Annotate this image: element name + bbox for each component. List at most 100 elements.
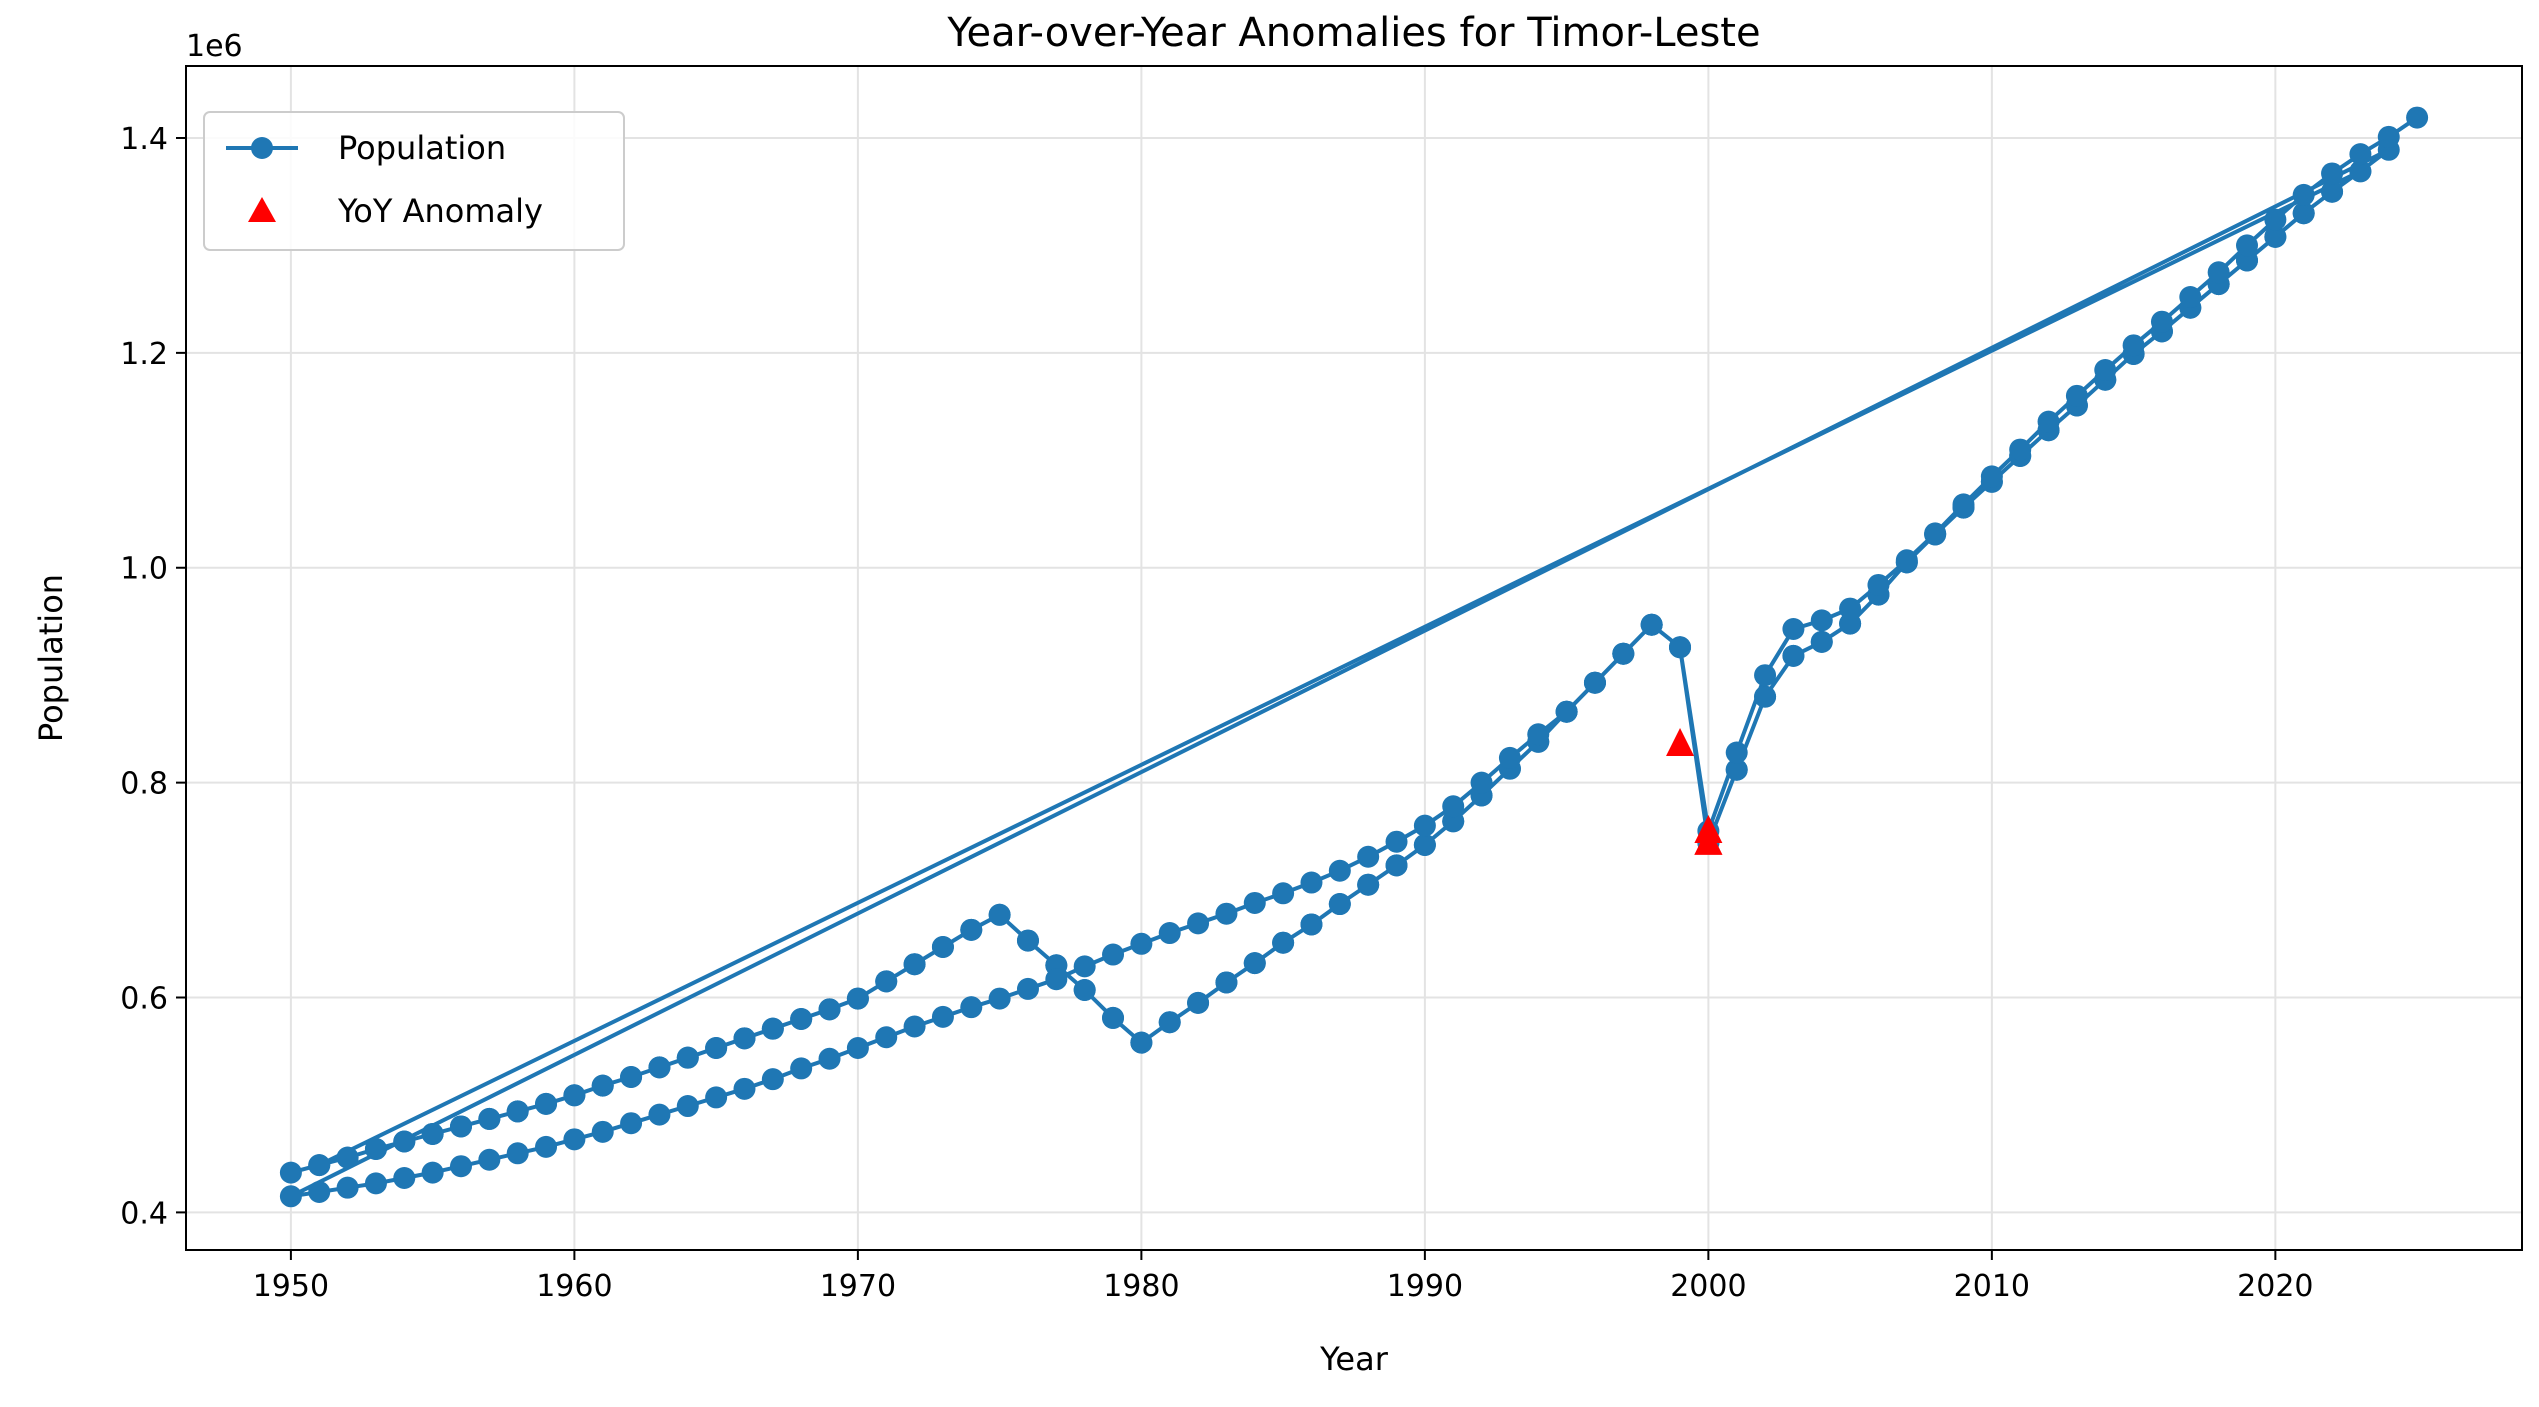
population-point bbox=[364, 1172, 387, 1195]
legend-anomaly-marker bbox=[248, 197, 276, 222]
x-tick-label: 1960 bbox=[536, 1269, 612, 1304]
population-point bbox=[1328, 859, 1351, 882]
population-point bbox=[1272, 931, 1295, 954]
x-tick-label: 1970 bbox=[820, 1269, 896, 1304]
population-point bbox=[2236, 234, 2259, 257]
population-point bbox=[2292, 202, 2315, 225]
x-tick-label: 1990 bbox=[1387, 1269, 1463, 1304]
population-point bbox=[1357, 873, 1380, 896]
population-point bbox=[931, 936, 954, 959]
population-point bbox=[2406, 106, 2429, 129]
population-point bbox=[648, 1103, 671, 1126]
population-point bbox=[2264, 208, 2287, 231]
population-point bbox=[846, 1037, 869, 1060]
population-point bbox=[421, 1122, 444, 1145]
population-point bbox=[449, 1115, 472, 1138]
population-point bbox=[648, 1056, 671, 1079]
population-point bbox=[620, 1066, 643, 1089]
population-point bbox=[705, 1037, 728, 1060]
y-offset-label: 1e6 bbox=[186, 29, 243, 64]
x-tick-label: 2010 bbox=[1954, 1269, 2030, 1304]
population-point bbox=[1243, 891, 1266, 914]
population-point bbox=[903, 953, 926, 976]
grid-lines bbox=[186, 66, 2522, 1250]
population-point bbox=[1782, 644, 1805, 667]
y-tick-label: 0.6 bbox=[120, 982, 168, 1017]
population-point bbox=[2150, 310, 2173, 333]
population-point bbox=[506, 1142, 529, 1165]
population-point bbox=[2122, 334, 2145, 357]
population-point bbox=[1243, 952, 1266, 975]
population-point bbox=[1867, 573, 1890, 596]
population-point bbox=[1640, 613, 1663, 636]
population-point bbox=[2094, 359, 2117, 382]
chart-title: Year-over-Year Anomalies for Timor-Leste bbox=[946, 10, 1760, 56]
population-point bbox=[2264, 225, 2287, 248]
population-point bbox=[478, 1107, 501, 1130]
population-point bbox=[620, 1112, 643, 1135]
population-point bbox=[1300, 871, 1323, 894]
population-point bbox=[2037, 410, 2060, 433]
population-series-markers bbox=[279, 106, 2429, 1208]
population-point bbox=[1158, 922, 1181, 945]
population-point bbox=[393, 1130, 416, 1153]
x-tick-label: 1980 bbox=[1103, 1269, 1179, 1304]
population-point bbox=[1782, 617, 1805, 640]
population-point bbox=[1895, 549, 1918, 572]
x-tick-label: 2000 bbox=[1670, 1269, 1746, 1304]
population-point bbox=[1073, 955, 1096, 978]
population-point bbox=[2349, 143, 2372, 166]
population-point bbox=[1158, 1011, 1181, 1034]
population-point bbox=[761, 1068, 784, 1091]
population-point bbox=[676, 1046, 699, 1069]
population-point bbox=[591, 1120, 614, 1143]
y-tick-label: 0.8 bbox=[120, 767, 168, 802]
population-point bbox=[336, 1176, 359, 1199]
population-point bbox=[733, 1027, 756, 1050]
population-point bbox=[818, 998, 841, 1021]
population-point bbox=[1442, 810, 1465, 833]
population-point bbox=[1215, 902, 1238, 925]
population-point bbox=[1810, 609, 1833, 632]
population-point bbox=[1187, 912, 1210, 935]
legend-population-label: Population bbox=[338, 129, 506, 167]
population-point bbox=[2065, 384, 2088, 407]
population-point bbox=[1102, 943, 1125, 966]
population-point bbox=[875, 970, 898, 993]
y-axis-label: Population bbox=[32, 574, 70, 742]
legend-population-marker bbox=[251, 137, 273, 159]
population-point bbox=[960, 918, 983, 941]
population-point bbox=[903, 1015, 926, 1038]
population-point bbox=[1385, 830, 1408, 853]
anomaly-markers bbox=[1666, 727, 1723, 855]
y-axis: 0.4 0.6 0.8 1.0 1.2 1.4 bbox=[120, 122, 186, 1231]
population-point bbox=[1073, 978, 1096, 1001]
population-point bbox=[449, 1155, 472, 1178]
population-point bbox=[1385, 854, 1408, 877]
population-point bbox=[2292, 183, 2315, 206]
population-point bbox=[1413, 814, 1436, 837]
x-axis-label: Year bbox=[1319, 1340, 1389, 1378]
population-point bbox=[535, 1092, 558, 1115]
y-tick-label: 1.2 bbox=[120, 337, 168, 372]
population-point bbox=[506, 1100, 529, 1123]
population-point bbox=[790, 1008, 813, 1031]
y-tick-label: 1.4 bbox=[120, 122, 168, 157]
population-point bbox=[1527, 723, 1550, 746]
population-point bbox=[1810, 630, 1833, 653]
population-point bbox=[1016, 929, 1039, 952]
population-point bbox=[988, 987, 1011, 1010]
population-point bbox=[591, 1074, 614, 1097]
population-point bbox=[1272, 882, 1295, 905]
population-point bbox=[364, 1138, 387, 1161]
population-point bbox=[1924, 522, 1947, 545]
population-point bbox=[1328, 893, 1351, 916]
x-tick-label: 2020 bbox=[2237, 1269, 2313, 1304]
population-point bbox=[960, 996, 983, 1019]
population-point bbox=[1839, 597, 1862, 620]
population-point bbox=[1357, 845, 1380, 868]
population-point bbox=[676, 1095, 699, 1118]
population-point bbox=[563, 1128, 586, 1151]
population-point bbox=[2321, 162, 2344, 185]
population-point bbox=[1300, 913, 1323, 936]
